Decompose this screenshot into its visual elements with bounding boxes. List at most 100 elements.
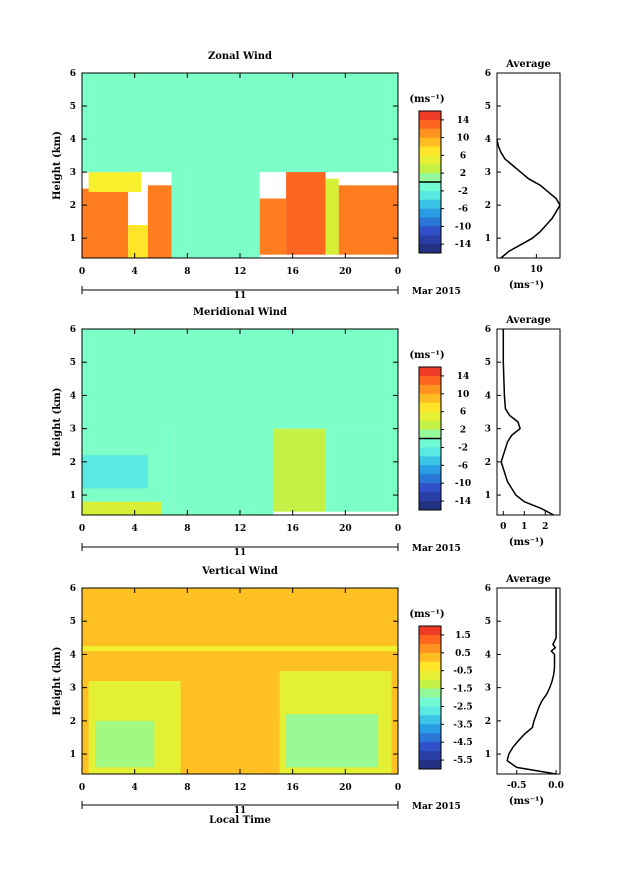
vertical-profile-ytick-label-4: 5	[485, 617, 491, 627]
zonal-colorbar-label: (ms⁻¹)	[409, 94, 444, 105]
vertical-profile-ytick-label-5: 6	[485, 584, 491, 594]
vertical-xtick-label-1: 4	[132, 783, 138, 793]
meridional-profile-xtick-label-0: 0	[500, 522, 506, 532]
zonal-xtick-label-6: 0	[395, 267, 401, 277]
zonal-xtick-label-1: 4	[132, 267, 138, 277]
meridional-colorbar-tick-label-6: -10	[455, 479, 471, 489]
zonal-colorbar-step-15	[419, 244, 441, 254]
vertical-cell-2	[95, 720, 155, 768]
vertical-cell-5	[82, 646, 398, 652]
vertical-colorbar-frame	[418, 625, 442, 770]
vertical-colorbar-step-3	[419, 652, 441, 663]
vertical-ytick-label-2: 3	[70, 684, 76, 694]
zonal-colorbar-step-5	[419, 155, 441, 165]
zonal-colorbar-step-7	[419, 173, 441, 183]
vertical-xtick-label-3: 12	[234, 783, 247, 793]
zonal-colorbar-tick-label-3: 2	[460, 169, 466, 179]
vertical-colorbar-step-13	[419, 742, 441, 752]
meridional-colorbar-step-8	[419, 438, 441, 448]
zonal-profile-ytick-label-1: 2	[485, 201, 491, 211]
zonal-colorbar-step-8	[419, 182, 441, 192]
vertical-ytick-label-0: 1	[70, 750, 76, 760]
vertical-xtick-label-2: 8	[184, 783, 190, 793]
zonal-colorbar-step-12	[419, 217, 441, 227]
zonal-cell-3	[147, 185, 175, 258]
meridional-colorbar-tick-label-1: 10	[457, 390, 470, 400]
meridional-colorbar-step-4	[419, 402, 441, 413]
zonal-ylabel: Height (km)	[52, 131, 63, 200]
vertical-profile-ytick-label-3: 4	[485, 650, 491, 660]
meridional-profile-ytick-label-0: 1	[485, 491, 491, 501]
meridional-profile-xtick-label-1: 1	[521, 522, 527, 532]
meridional-profile-ytick-label-4: 5	[485, 358, 491, 368]
zonal-profile-xlabel: (ms⁻¹)	[509, 280, 544, 291]
zonal-profile-frame	[496, 72, 561, 259]
meridional-cell-2	[82, 501, 161, 515]
vertical-heatmap	[82, 588, 398, 774]
vertical-ytick-label-5: 6	[70, 584, 76, 594]
meridional-cell-6	[82, 329, 398, 429]
zonal-colorbar-step-11	[419, 208, 441, 218]
meridional-profile-xtick-label-2: 2	[542, 522, 548, 532]
zonal-ytick-label-1: 2	[70, 201, 76, 211]
zonal-title: Zonal Wind	[208, 51, 272, 62]
vertical-profile-ytick-label-2: 3	[485, 684, 491, 694]
zonal-colorbar-step-4	[419, 146, 441, 156]
vertical-colorbar-step-15	[419, 760, 441, 770]
vertical-colorbar-step-7	[419, 688, 441, 698]
vertical-xtick-label-4: 16	[286, 783, 299, 793]
meridional-xtick-label-6: 0	[395, 524, 401, 534]
meridional-xtick-label-5: 20	[339, 524, 352, 534]
meridional-colorbar-label: (ms⁻¹)	[409, 350, 444, 361]
meridional-colorbar-step-11	[419, 465, 441, 475]
meridional-colorbar-tick-label-2: 6	[460, 408, 466, 418]
meridional-colorbar-step-0	[419, 367, 441, 377]
zonal-xtick-label-2: 8	[184, 267, 190, 277]
zonal-ytick-label-3: 4	[70, 135, 76, 145]
vertical-profile-title: Average	[505, 574, 551, 585]
meridional-xtick-label-3: 12	[234, 524, 247, 534]
meridional-colorbar-step-7	[419, 429, 441, 439]
zonal-day-label: 11	[234, 291, 247, 301]
meridional-profile-frame	[496, 328, 561, 516]
zonal-cell-6	[259, 198, 287, 255]
zonal-xtick-label-5: 20	[339, 267, 352, 277]
meridional-profile-line	[500, 329, 555, 516]
zonal-profile-line	[496, 138, 561, 259]
zonal-colorbar-step-14	[419, 235, 441, 245]
vertical-colorbar-label: (ms⁻¹)	[409, 609, 444, 620]
meridional-ytick-label-2: 3	[70, 425, 76, 435]
zonal-ytick-label-0: 1	[70, 234, 76, 244]
zonal-profile-xtick-label-0: 0	[494, 265, 500, 275]
vertical-colorbar-tick-label-1: 0.5	[455, 649, 471, 659]
meridional-colorbar-step-3	[419, 393, 441, 404]
vertical-colorbar-step-14	[419, 751, 441, 761]
meridional-xtick-label-0: 0	[79, 524, 85, 534]
vertical-profile-line	[506, 588, 557, 775]
vertical-ytick-label-1: 2	[70, 717, 76, 727]
zonal-colorbar-tick-label-6: -10	[455, 222, 471, 232]
zonal-profile-ytick-label-0: 1	[485, 234, 491, 244]
zonal-xtick-label-3: 12	[234, 267, 247, 277]
zonal-profile-title: Average	[505, 59, 551, 70]
vertical-colorbar-tick-label-5: -3.5	[453, 720, 472, 730]
meridional-colorbar-tick-label-5: -6	[458, 461, 468, 471]
meridional-colorbar-step-6	[419, 420, 441, 431]
zonal-colorbar-tick-label-7: -14	[455, 240, 471, 250]
meridional-day-label: 11	[234, 548, 247, 558]
meridional-profile-ytick-label-1: 2	[485, 458, 491, 468]
vertical-colorbar-step-9	[419, 706, 441, 716]
meridional-xtick-label-2: 8	[184, 524, 190, 534]
meridional-ytick-label-3: 4	[70, 391, 76, 401]
zonal-heatmap	[82, 73, 398, 258]
meridional-title: Meridional Wind	[193, 307, 287, 318]
vertical-xlabel: Local Time	[209, 815, 271, 826]
zonal-colorbar-step-0	[419, 111, 441, 121]
zonal-xtick-label-4: 16	[286, 267, 299, 277]
vertical-colorbar-tick-label-7: -5.5	[453, 756, 472, 766]
meridional-colorbar-step-1	[419, 375, 441, 386]
meridional-xtick-label-4: 16	[286, 524, 299, 534]
